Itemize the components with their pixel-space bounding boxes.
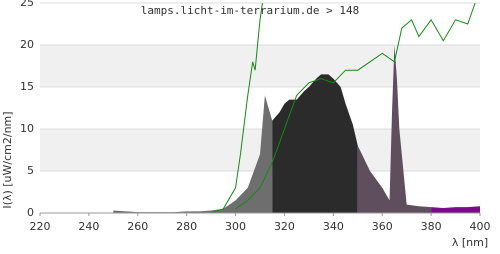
y-tick-label: 0 bbox=[27, 206, 34, 219]
x-tick-label: 320 bbox=[274, 220, 295, 233]
x-tick-label: 380 bbox=[421, 220, 442, 233]
x-tick-label: 280 bbox=[176, 220, 197, 233]
y-tick-label: 20 bbox=[20, 38, 34, 51]
spectrum-area bbox=[357, 45, 432, 213]
y-tick-label: 25 bbox=[20, 0, 34, 9]
x-axis-label: λ [nm] bbox=[452, 236, 488, 249]
x-tick-label: 260 bbox=[127, 220, 148, 233]
spectrum-area bbox=[272, 74, 358, 213]
chart-title: lamps.licht-im-terrarium.de > 148 bbox=[141, 4, 360, 17]
x-tick-label: 400 bbox=[470, 220, 491, 233]
y-tick-label: 5 bbox=[27, 164, 34, 177]
x-tick-label: 220 bbox=[30, 220, 51, 233]
y-tick-label: 10 bbox=[20, 122, 34, 135]
y-axis-label: I(λ) [uW/cm2/nm] bbox=[1, 111, 14, 208]
cumulative-line bbox=[210, 3, 263, 213]
x-tick-label: 340 bbox=[323, 220, 344, 233]
spectrum-area bbox=[431, 206, 480, 213]
x-tick-label: 360 bbox=[372, 220, 393, 233]
spectrum-area bbox=[113, 95, 273, 213]
x-tick-label: 240 bbox=[78, 220, 99, 233]
grid-band bbox=[40, 45, 480, 87]
x-tick-label: 300 bbox=[225, 220, 246, 233]
y-tick-label: 15 bbox=[20, 80, 34, 93]
cumulative-line bbox=[235, 3, 476, 210]
